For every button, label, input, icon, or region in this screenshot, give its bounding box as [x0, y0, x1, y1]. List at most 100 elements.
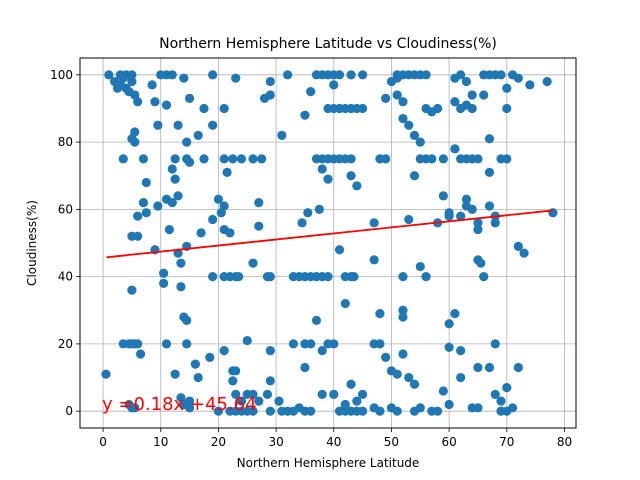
- data-point: [130, 137, 140, 147]
- data-point: [427, 154, 437, 164]
- y-tick-label: 40: [58, 270, 73, 284]
- data-point: [519, 248, 529, 258]
- data-point: [306, 406, 316, 416]
- data-point: [219, 201, 229, 211]
- data-point: [323, 272, 333, 282]
- data-point: [254, 221, 264, 231]
- x-tick-label: 0: [99, 435, 107, 449]
- data-point: [135, 349, 146, 359]
- data-point: [525, 80, 535, 90]
- data-point: [346, 70, 356, 80]
- data-point: [484, 134, 495, 144]
- data-point: [167, 198, 177, 208]
- data-point: [173, 191, 183, 201]
- data-point: [127, 231, 137, 241]
- data-point: [375, 309, 385, 319]
- x-tick-label: 30: [268, 435, 283, 449]
- data-point: [404, 372, 414, 383]
- data-point: [381, 352, 391, 362]
- x-tick-label: 10: [153, 435, 168, 449]
- data-point: [225, 228, 235, 238]
- data-point: [398, 349, 408, 359]
- data-point: [392, 369, 402, 379]
- data-point: [306, 339, 316, 349]
- data-point: [265, 406, 275, 416]
- y-tick-label: 100: [50, 68, 73, 82]
- regression-line: [106, 209, 554, 259]
- data-point: [141, 208, 151, 218]
- data-point: [196, 228, 206, 238]
- data-point: [349, 272, 359, 282]
- data-point: [432, 103, 443, 114]
- data-point: [438, 191, 448, 201]
- data-point: [496, 154, 506, 164]
- data-point: [409, 130, 420, 140]
- data-point: [150, 97, 160, 107]
- data-point: [513, 73, 523, 83]
- data-point: [381, 93, 391, 103]
- data-point: [283, 70, 293, 80]
- data-point: [193, 130, 203, 140]
- x-tick-label: 20: [211, 435, 226, 449]
- data-point: [205, 352, 215, 362]
- data-point: [170, 174, 180, 184]
- data-point: [127, 285, 137, 295]
- data-point: [398, 113, 408, 124]
- data-point: [329, 389, 339, 399]
- data-point: [265, 376, 275, 386]
- data-point: [170, 369, 180, 379]
- data-point: [398, 312, 408, 322]
- data-point: [130, 403, 140, 413]
- data-point: [317, 164, 327, 174]
- data-point: [479, 70, 489, 80]
- data-point: [242, 335, 252, 346]
- data-point: [182, 339, 192, 349]
- data-point: [398, 97, 408, 107]
- data-point: [182, 137, 192, 147]
- data-point: [369, 403, 379, 413]
- regression-layer: [106, 209, 554, 259]
- data-point: [208, 70, 218, 80]
- data-point: [398, 305, 408, 315]
- data-point: [208, 214, 218, 225]
- data-point: [438, 386, 448, 396]
- data-point: [450, 97, 460, 107]
- data-point: [147, 80, 157, 90]
- x-axis-ticks: 0 10 20 30 40 50 60 70 80: [99, 428, 572, 449]
- x-tick-label: 40: [326, 435, 341, 449]
- data-point: [542, 76, 552, 87]
- data-point: [375, 339, 385, 349]
- data-point: [153, 201, 163, 211]
- data-points: [101, 70, 558, 416]
- data-point: [184, 396, 195, 406]
- data-point: [473, 224, 483, 235]
- data-point: [101, 369, 111, 379]
- data-point: [502, 83, 512, 93]
- data-point: [167, 164, 177, 174]
- data-point: [133, 211, 143, 221]
- data-point: [450, 309, 460, 319]
- data-point: [409, 379, 420, 389]
- data-point: [190, 359, 200, 369]
- data-point: [432, 406, 443, 416]
- data-point: [358, 103, 368, 114]
- data-point: [219, 154, 229, 164]
- data-point: [173, 120, 183, 130]
- data-point: [507, 403, 518, 413]
- data-point: [303, 208, 313, 218]
- data-point: [404, 120, 414, 130]
- data-point: [222, 167, 232, 177]
- data-point: [369, 255, 379, 265]
- data-point: [159, 268, 169, 278]
- y-tick-label: 20: [58, 337, 73, 351]
- data-point: [300, 110, 310, 120]
- data-point: [358, 389, 368, 399]
- data-point: [184, 93, 195, 103]
- data-point: [502, 103, 512, 114]
- data-point: [334, 245, 345, 255]
- data-point: [248, 258, 258, 268]
- data-point: [141, 177, 151, 188]
- data-point: [329, 80, 339, 90]
- data-point: [265, 90, 275, 100]
- data-point: [340, 399, 350, 410]
